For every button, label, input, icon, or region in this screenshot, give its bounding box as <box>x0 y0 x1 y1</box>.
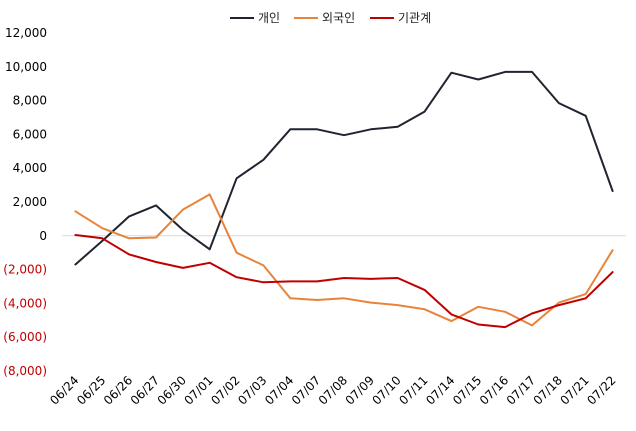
x-tick-label: 06/26 <box>101 373 135 407</box>
x-tick-label: 07/11 <box>396 373 430 407</box>
x-tick-label: 07/14 <box>423 373 457 407</box>
y-tick-label: 0 <box>39 229 47 243</box>
legend-item-1: 개인 <box>230 11 280 25</box>
x-tick-label: 07/18 <box>531 373 565 407</box>
series-line-1 <box>74 70 614 266</box>
x-tick-label: 07/02 <box>208 373 242 407</box>
x-tick-label: 07/09 <box>343 373 377 407</box>
legend-label: 개인 <box>258 11 280 25</box>
x-tick-label: 07/15 <box>450 373 484 407</box>
x-tick-label: 06/27 <box>128 373 162 407</box>
y-tick-label: (8,000) <box>3 364 47 378</box>
x-tick-label: 07/10 <box>369 373 403 407</box>
x-tick-label: 07/04 <box>262 373 296 407</box>
x-tick-label: 07/03 <box>235 373 269 407</box>
y-tick-label: 12,000 <box>5 26 47 40</box>
x-tick-label: 06/30 <box>155 373 189 407</box>
y-tick-label: 8,000 <box>13 94 47 108</box>
y-tick-label: 10,000 <box>5 60 47 74</box>
x-axis: 06/2406/2506/2606/2706/3007/0107/0207/03… <box>47 373 619 407</box>
x-tick-label: 06/24 <box>47 373 81 407</box>
x-tick-label: 06/25 <box>74 373 108 407</box>
legend: 개인 외국인 기관계 <box>230 11 431 25</box>
y-axis: 12,000 10,000 8,000 6,000 4,000 2,000 0 (2,000)… <box>3 26 47 378</box>
y-tick-label: (6,000) <box>3 330 47 344</box>
series-line-2 <box>74 193 614 327</box>
y-tick-label: (2,000) <box>3 263 47 277</box>
x-tick-label: 07/17 <box>504 373 538 407</box>
y-tick-label: (4,000) <box>3 296 47 310</box>
legend-item-3: 기관계 <box>370 11 431 25</box>
x-tick-label: 07/21 <box>557 373 591 407</box>
legend-label: 기관계 <box>398 11 431 25</box>
y-tick-label: 4,000 <box>13 161 47 175</box>
series-line-3 <box>74 234 614 329</box>
y-tick-label: 6,000 <box>13 127 47 141</box>
x-tick-label: 07/16 <box>477 373 511 407</box>
x-tick-label: 07/08 <box>316 373 350 407</box>
series-lines <box>74 70 614 329</box>
x-tick-label: 07/01 <box>181 373 215 407</box>
legend-label: 외국인 <box>322 11 355 25</box>
x-tick-label: 07/07 <box>289 373 323 407</box>
legend-item-2: 외국인 <box>294 11 355 25</box>
x-tick-label: 07/22 <box>584 373 618 407</box>
y-tick-label: 2,000 <box>13 195 47 209</box>
